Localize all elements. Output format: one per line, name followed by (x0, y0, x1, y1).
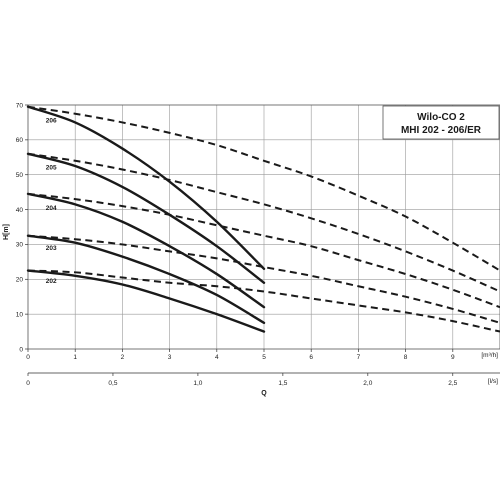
curve-label-206: 206 (46, 118, 57, 125)
x-tick-label: 8 (404, 354, 408, 361)
pump-curve-204 (26, 192, 266, 309)
secondary-tick-label: 0,5 (108, 380, 117, 387)
secondary-tick-label: 2,0 (363, 380, 372, 387)
curve-label-202: 202 (46, 278, 57, 285)
limit-curve-5 (27, 105, 500, 272)
pump-curve-202 (26, 269, 266, 333)
y-tick-label: 10 (16, 311, 24, 318)
title-box: Wilo-CO 2 MHI 202 - 206/ER (382, 105, 500, 140)
chart-title-line-2: MHI 202 - 206/ER (401, 125, 482, 136)
x-axis-unit-primary: [m³/h] (481, 352, 498, 359)
secondary-tick-label: 1,0 (193, 380, 202, 387)
curve-labels: 206 205 204 203 202 (46, 118, 57, 285)
x-axis-label: Q (261, 390, 267, 397)
pump-curve-203 (26, 234, 266, 325)
x-tick-label: 4 (215, 354, 219, 361)
limit-curve-8 (27, 234, 500, 324)
y-tick-label: 0 (19, 346, 23, 353)
x-axis-ticks: 0 1 2 3 4 5 6 7 8 9 (26, 349, 455, 361)
y-tick-label: 50 (16, 172, 24, 179)
series-group (26, 105, 500, 333)
pump-curve-205 (26, 152, 266, 284)
x-tick-label: 9 (451, 354, 455, 361)
pump-curve-206 (26, 105, 266, 271)
x-axis-unit-secondary: [l/s] (488, 378, 498, 385)
y-axis-ticks: 0 10 20 30 40 50 60 70 (16, 102, 28, 353)
title-box-frame (382, 105, 500, 140)
x-tick-label: 5 (262, 354, 266, 361)
chart-title-line-1: Wilo-CO 2 (417, 112, 465, 123)
limit-curve-7 (27, 192, 500, 309)
y-tick-label: 40 (16, 207, 24, 214)
y-axis-label: H[m] (3, 224, 10, 240)
secondary-tick-label: 1,5 (278, 380, 287, 387)
limit-curve-9 (27, 269, 500, 333)
y-tick-label: 30 (16, 242, 24, 249)
curve-label-203: 203 (46, 245, 57, 252)
x-tick-label: 1 (73, 354, 77, 361)
x-tick-label: 6 (309, 354, 313, 361)
secondary-tick-label: 2,5 (448, 380, 457, 387)
secondary-x-axis-ticks: 0 0,5 1,0 1,5 2,0 2,5 (26, 373, 458, 387)
x-tick-label: 2 (121, 354, 125, 361)
x-tick-label: 7 (357, 354, 361, 361)
x-tick-label: 3 (168, 354, 172, 361)
curve-label-204: 204 (46, 205, 57, 212)
limit-curve-6 (27, 152, 500, 293)
y-tick-label: 70 (16, 102, 24, 109)
x-tick-label: 0 (26, 354, 30, 361)
grid (28, 105, 500, 349)
y-tick-label: 60 (16, 137, 24, 144)
y-tick-label: 20 (16, 277, 24, 284)
secondary-tick-label: 0 (26, 380, 30, 387)
curve-label-205: 205 (46, 165, 57, 172)
